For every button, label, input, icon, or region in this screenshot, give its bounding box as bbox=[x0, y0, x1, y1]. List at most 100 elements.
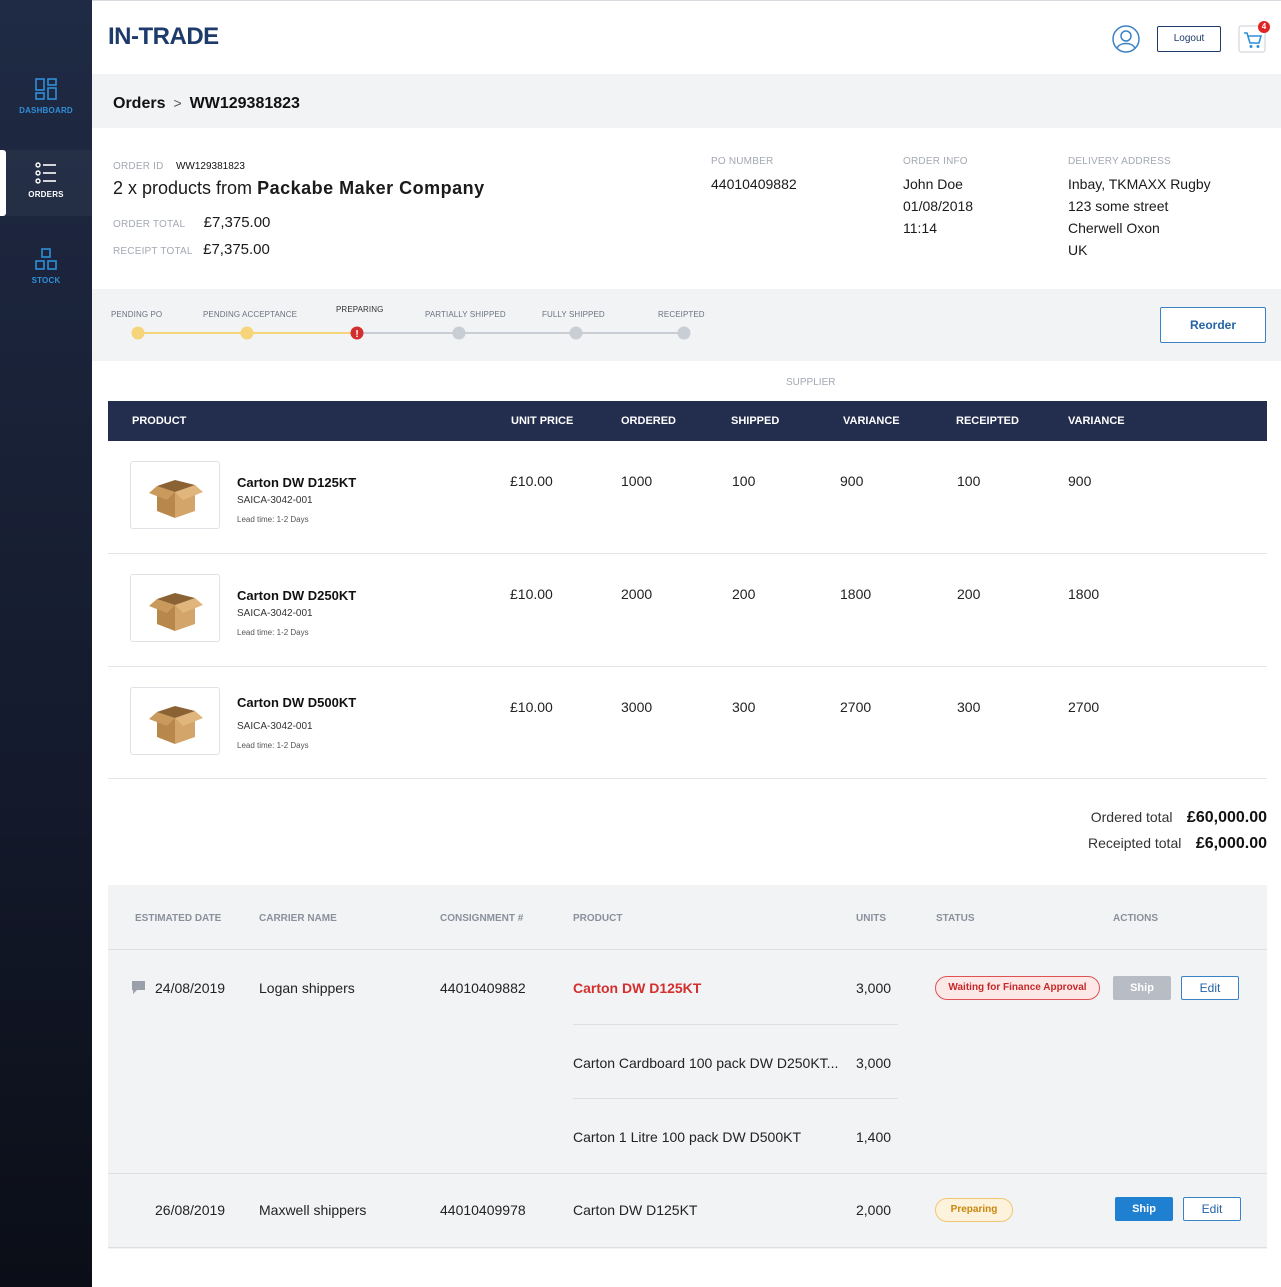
order-info-name: John Doe bbox=[903, 176, 963, 192]
delivery-address-label: DELIVERY ADDRESS bbox=[1068, 156, 1171, 167]
consignment-number: 44010409882 bbox=[440, 980, 526, 996]
variance-qty: 900 bbox=[840, 473, 864, 489]
product-row: Carton DW D125KT SAICA-3042-001 Lead tim… bbox=[108, 441, 1267, 554]
column-header: CONSIGNMENT # bbox=[440, 913, 524, 924]
comment-icon[interactable] bbox=[131, 980, 146, 995]
receipt-variance-qty: 900 bbox=[1068, 473, 1092, 489]
row-divider bbox=[108, 1247, 1267, 1248]
edit-button[interactable]: Edit bbox=[1181, 976, 1239, 1000]
shipment-product-flagged[interactable]: Carton DW D125KT bbox=[573, 980, 702, 996]
sidebar: DASHBOARD ORDERS STOCK bbox=[0, 0, 92, 1287]
progress-step-todo-dot bbox=[569, 326, 583, 340]
receipted-total-row: Receipted total £6,000.00 bbox=[1088, 835, 1267, 853]
product-thumbnail bbox=[130, 461, 220, 529]
po-number-value: 44010409882 bbox=[711, 176, 797, 192]
unit-price: £10.00 bbox=[510, 586, 553, 602]
progress-step-label-current: PREPARING bbox=[336, 305, 384, 314]
product-row: Carton DW D250KT SAICA-3042-001 Lead tim… bbox=[108, 554, 1267, 667]
user-avatar-icon[interactable] bbox=[1112, 25, 1140, 53]
column-header: UNITS bbox=[856, 913, 886, 924]
product-name: Carton DW D500KT bbox=[237, 695, 357, 710]
sidebar-item-label: STOCK bbox=[31, 276, 61, 285]
product-row: Carton DW D500KT SAICA-3042-001 Lead tim… bbox=[108, 667, 1267, 779]
progress-step-label: FULLY SHIPPED bbox=[542, 310, 605, 319]
breadcrumb-orders-link[interactable]: Orders bbox=[113, 95, 166, 112]
po-number-label: PO NUMBER bbox=[711, 156, 774, 167]
reorder-button[interactable]: Reorder bbox=[1160, 307, 1266, 343]
shipment-units: 2,000 bbox=[856, 1202, 892, 1218]
product-lead-time: Lead time: 1-2 Days bbox=[237, 515, 309, 524]
products-table-header: PRODUCT UNIT PRICE ORDERED SHIPPED VARIA… bbox=[108, 401, 1267, 441]
item-divider bbox=[573, 1098, 898, 1099]
column-header: CARRIER NAME bbox=[259, 913, 337, 924]
receipted-qty: 100 bbox=[957, 473, 981, 489]
column-header: RECEIPTED bbox=[956, 415, 1019, 427]
column-header: VARIANCE bbox=[1068, 415, 1125, 427]
dashboard-icon bbox=[35, 78, 57, 100]
supplier-label: SUPPLIER bbox=[786, 377, 836, 388]
shipped-qty: 100 bbox=[732, 473, 756, 489]
ordered-total-value: £60,000.00 bbox=[1186, 809, 1267, 826]
cardboard-box-icon bbox=[149, 706, 203, 744]
order-info-panel: ORDER ID WW129381823 2 x products from P… bbox=[92, 128, 1281, 289]
cardboard-box-icon bbox=[149, 593, 203, 631]
ship-button[interactable]: Ship bbox=[1115, 1197, 1173, 1221]
edit-button[interactable]: Edit bbox=[1183, 1197, 1241, 1221]
shipment-date: 26/08/2019 bbox=[155, 1202, 226, 1218]
product-thumbnail bbox=[130, 687, 220, 755]
breadcrumb-current: WW129381823 bbox=[189, 95, 300, 112]
order-title: 2 x products from Packabe Maker Company bbox=[113, 178, 485, 199]
column-header: PRODUCT bbox=[132, 415, 187, 427]
ordered-qty: 3000 bbox=[621, 699, 653, 715]
delivery-address-line: Cherwell Oxon bbox=[1068, 220, 1160, 236]
delivery-address-line: UK bbox=[1068, 242, 1088, 258]
ordered-total-row: Ordered total £60,000.00 bbox=[1091, 809, 1267, 827]
progress-step-done-dot bbox=[131, 326, 145, 340]
cart-icon[interactable] bbox=[1238, 25, 1266, 53]
ordered-qty: 1000 bbox=[621, 473, 653, 489]
order-title-prefix: 2 x products from bbox=[113, 178, 253, 198]
receipted-qty: 300 bbox=[957, 699, 981, 715]
shipment-date: 24/08/2019 bbox=[155, 980, 226, 996]
shipment-product: Carton Cardboard 100 pack DW D250KT... bbox=[573, 1055, 839, 1071]
order-total-value: £7,375.00 bbox=[203, 214, 271, 231]
receipt-total-label: RECEIPT TOTAL bbox=[113, 246, 193, 257]
product-name: Carton DW D250KT bbox=[237, 588, 357, 603]
receipt-total-value: £7,375.00 bbox=[203, 241, 270, 258]
progress-track: ! bbox=[131, 326, 691, 340]
unit-price: £10.00 bbox=[510, 473, 553, 489]
order-info-date: 01/08/2018 bbox=[903, 198, 974, 214]
progress-step-done-dot bbox=[240, 326, 254, 340]
receipted-qty: 200 bbox=[957, 586, 981, 602]
sidebar-item-stock[interactable]: STOCK bbox=[0, 248, 92, 298]
sidebar-item-orders[interactable]: ORDERS bbox=[0, 150, 92, 216]
ship-button-disabled[interactable]: Ship bbox=[1113, 976, 1171, 1000]
column-header: ESTIMATED DATE bbox=[135, 913, 222, 924]
shipment-product: Carton DW D125KT bbox=[573, 1202, 698, 1218]
row-divider bbox=[108, 949, 1267, 950]
progress-step-todo-dot bbox=[677, 326, 691, 340]
sidebar-item-dashboard[interactable]: DASHBOARD bbox=[0, 78, 92, 128]
shipped-qty: 300 bbox=[732, 699, 756, 715]
order-progress-bar: PENDING PO PENDING ACCEPTANCE PREPARING … bbox=[92, 289, 1281, 361]
receipted-total-label: Receipted total bbox=[1087, 835, 1182, 851]
sidebar-item-label: DASHBOARD bbox=[19, 106, 73, 115]
product-sku: SAICA-3042-001 bbox=[237, 608, 313, 619]
status-badge: Waiting for Finance Approval bbox=[935, 976, 1100, 1000]
progress-step-label: PENDING PO bbox=[111, 310, 163, 319]
receipt-variance-qty: 2700 bbox=[1068, 699, 1100, 715]
cart-count-badge: 4 bbox=[1258, 21, 1270, 33]
order-id-value: WW129381823 bbox=[175, 161, 245, 172]
app-logo[interactable]: IN-TRADE bbox=[108, 23, 219, 50]
column-header: VARIANCE bbox=[843, 415, 900, 427]
logout-button[interactable]: Logout bbox=[1157, 26, 1221, 52]
shipped-qty: 200 bbox=[732, 586, 756, 602]
carrier-name: Logan shippers bbox=[259, 980, 355, 996]
breadcrumb-separator: > bbox=[173, 95, 182, 111]
progress-step-label: PARTIALLY SHIPPED bbox=[425, 310, 506, 319]
shipment-units: 3,000 bbox=[856, 980, 892, 996]
breadcrumb-bar: Orders > WW129381823 bbox=[92, 74, 1281, 128]
product-sku: SAICA-3042-001 bbox=[237, 495, 313, 506]
product-name: Carton DW D125KT bbox=[237, 475, 357, 490]
status-badge: Preparing bbox=[935, 1198, 1013, 1222]
